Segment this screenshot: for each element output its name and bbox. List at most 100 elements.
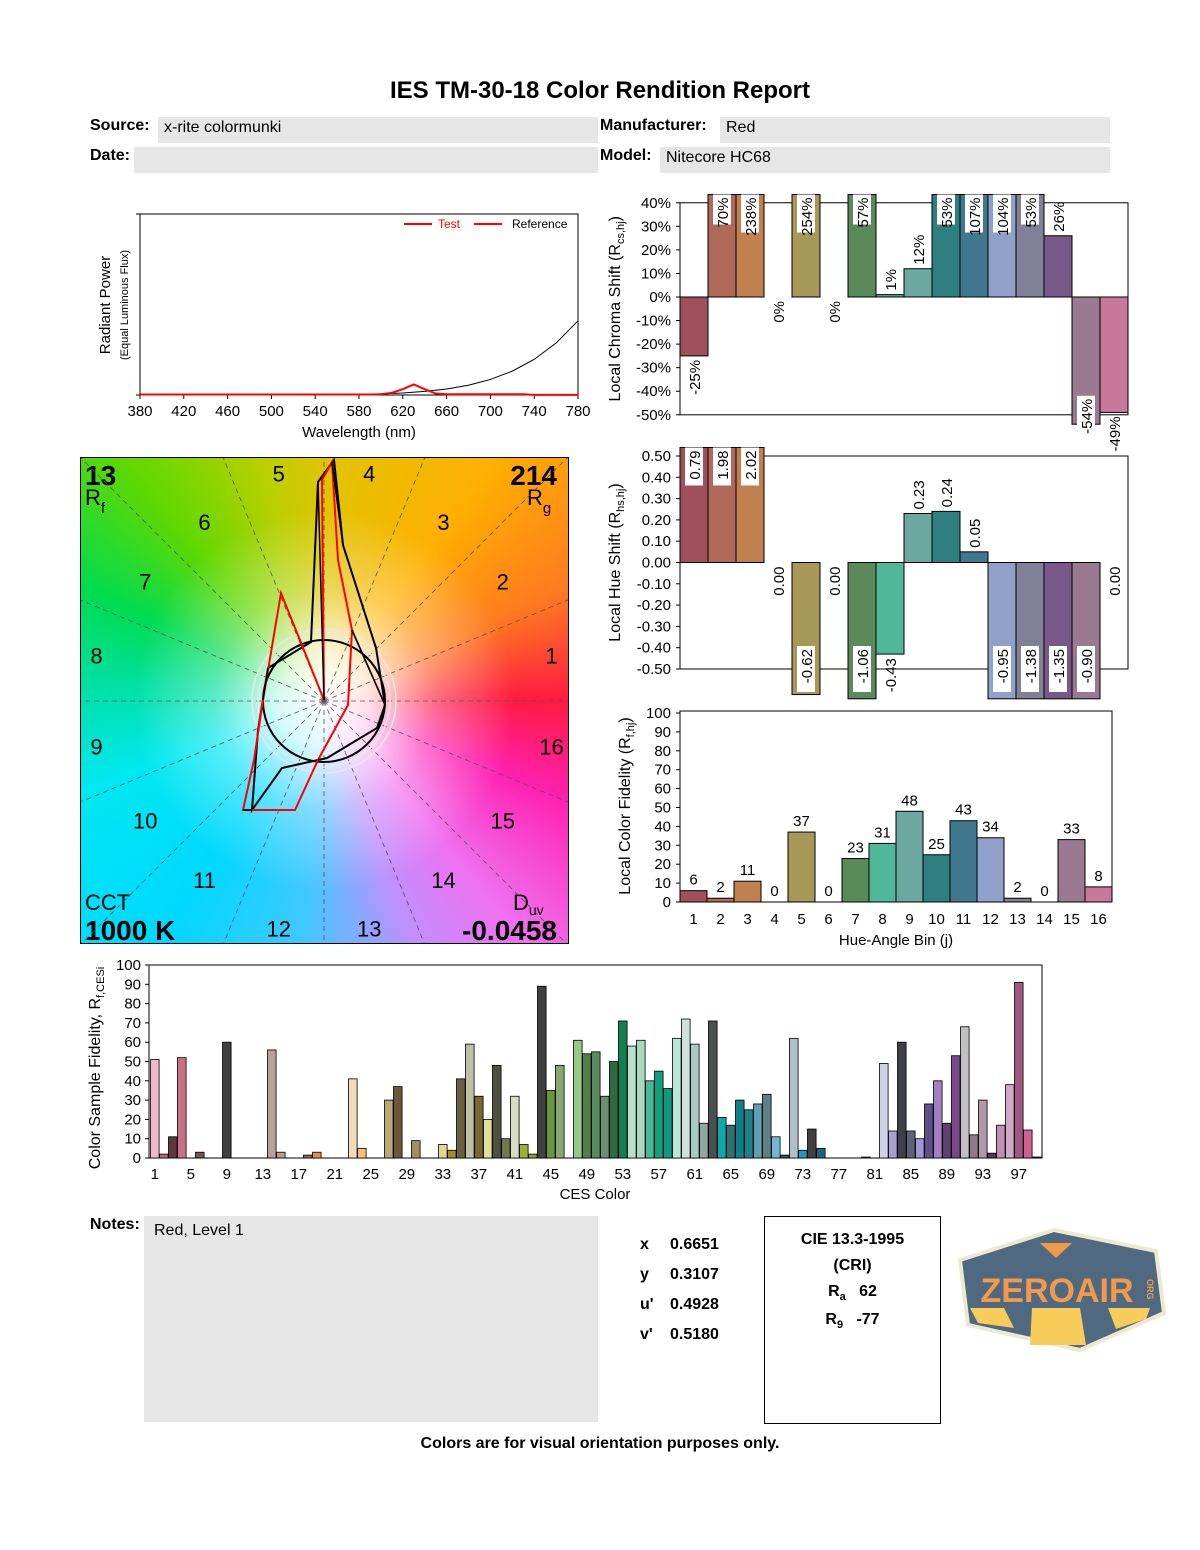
y-axis-label: Color Sample Fidelity, Rf,CESi (87, 967, 107, 1170)
label-box (741, 447, 759, 486)
ylabel-text: Local Hue Shift (R (607, 512, 624, 642)
hue-bin-label: 14 (431, 868, 455, 893)
hue-shift-chart: -0.50 -0.40 -0.30 -0.20 -0.10 0.00 0.10 0.20 0.3… (607, 446, 1129, 700)
rf-sub: f (101, 500, 106, 517)
bar-value-label: -0.95 (995, 649, 1012, 683)
label-box (853, 194, 871, 225)
logo-triangle-icon (1040, 1243, 1072, 1258)
ces-bar-86 (915, 1138, 925, 1159)
bar-value-label: 254% (799, 198, 816, 236)
y-tick-label: 70 (124, 1015, 141, 1032)
label-box (993, 646, 1011, 692)
r9-sub: 9 (836, 1319, 844, 1332)
y-tick-label: 100 (116, 957, 141, 974)
bar-value-label: 107% (967, 198, 984, 236)
ces-bar-58 (663, 1088, 673, 1159)
ces-bar-51 (600, 1095, 610, 1159)
ces-bar-24 (357, 1147, 367, 1159)
ces-bar-74 (807, 1128, 817, 1159)
bar-value-label: -54% (1079, 399, 1096, 434)
x-tick-label: 4 (770, 911, 778, 928)
ra-value: 62 (859, 1283, 877, 1300)
ces-bar-73 (798, 1149, 808, 1159)
ces-bar-83 (888, 1130, 898, 1159)
ces-bar-90 (951, 1055, 961, 1159)
x-tick-label: 3 (743, 911, 751, 928)
bar-value-label: 25 (928, 836, 945, 853)
duv-sub: uv (529, 902, 544, 918)
bar-value-label: -1.35 (1051, 649, 1068, 683)
label-box (1049, 646, 1067, 692)
hue-bin-label: 12 (266, 917, 290, 942)
bar-value-label: 0.00 (1107, 567, 1124, 596)
y-tick-label: 20 (124, 1111, 141, 1128)
chroma-u-label: u' (640, 1296, 654, 1313)
bar-bin-7 (841, 858, 870, 903)
y-tick-label: 20% (641, 242, 671, 259)
bar-value-label: 37 (793, 813, 810, 830)
y-tick-label: 0 (663, 894, 671, 911)
label-box (1077, 646, 1095, 692)
y-tick-label: 90 (654, 724, 671, 741)
x-tick-label: 15 (1063, 911, 1080, 928)
bar-value-label: 0% (827, 301, 844, 323)
label-box (937, 194, 955, 225)
cct-value: 1000 K (85, 915, 175, 946)
logo-road-left (970, 1308, 1014, 1328)
label-box (713, 194, 731, 225)
y-tick-label: 80 (654, 743, 671, 760)
y-tick-label: 0% (649, 289, 671, 306)
manufacturer-label: Manufacturer: (600, 117, 707, 134)
rg-letter: R (527, 485, 543, 510)
bar-bin-8 (868, 842, 897, 903)
duv-label: Duv (513, 890, 544, 918)
model-label: Model: (600, 147, 652, 164)
chroma-v-row: v' 0.5180 (640, 1326, 719, 1344)
x-tick-label: 61 (686, 1166, 703, 1183)
y-tick-label: -50% (636, 407, 671, 424)
logo-suffix: ORG (1145, 1279, 1155, 1300)
label-box (797, 194, 815, 233)
x-tick-label: 57 (650, 1166, 667, 1183)
bar-value-label: 2.02 (743, 450, 760, 479)
bar-value-label: 0.00 (827, 567, 844, 596)
cri-ra-row: Ra 62 (765, 1283, 940, 1303)
test-spectrum-line (140, 383, 578, 396)
ces-bar-89 (942, 1122, 952, 1159)
ces-bar-68 (753, 1103, 763, 1159)
x-tick-label: 65 (722, 1166, 739, 1183)
shift-vector (317, 757, 328, 761)
page-title: IES TM-30-18 Color Rendition Report (389, 77, 811, 104)
x-tick-label: 33 (434, 1166, 451, 1183)
source-label: Source: (90, 117, 150, 134)
ces-bar-57 (654, 1070, 664, 1159)
notes-field: Red, Level 1 (144, 1216, 598, 1422)
bar-bin-15 (1057, 839, 1086, 903)
rf-label: Rf (85, 485, 106, 517)
y-tick-label: 0.20 (642, 512, 671, 529)
x-tick-label: 17 (290, 1166, 307, 1183)
shift-vector (262, 667, 269, 701)
hue-bin-label: 16 (539, 734, 563, 759)
rg-sub: g (543, 500, 551, 517)
ces-bar-15 (276, 1151, 286, 1159)
ces-bar-35 (456, 1078, 466, 1159)
bar-value-label: 0 (824, 883, 832, 900)
logo-road-right (1108, 1308, 1150, 1329)
x-axis-label: Wavelength (nm) (302, 424, 416, 441)
x-tick-label: 740 (522, 403, 547, 420)
y-tick-label: 40% (641, 195, 671, 212)
bar-bin-10 (922, 854, 951, 903)
x-tick-label: 41 (506, 1166, 523, 1183)
ces-bar-65 (726, 1124, 736, 1159)
bar-value-label: 8 (1094, 868, 1102, 885)
ces-bar-53 (618, 1020, 628, 1159)
bar-value-label: -0.90 (1079, 649, 1096, 683)
bar-bin-1 (679, 890, 708, 903)
rf-letter: R (85, 485, 101, 510)
ylabel-close: ) (607, 216, 624, 221)
y-tick-label: 60 (654, 781, 671, 798)
hue-bin-label: 5 (273, 461, 285, 486)
ces-bar-91 (960, 1026, 970, 1159)
